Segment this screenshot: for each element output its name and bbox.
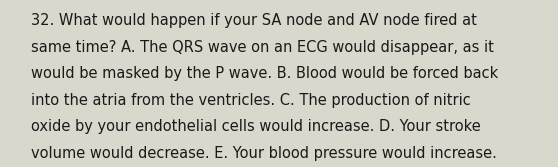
Text: volume would decrease. E. Your blood pressure would increase.: volume would decrease. E. Your blood pre… <box>31 146 497 161</box>
Text: same time? A. The QRS wave on an ECG would disappear, as it: same time? A. The QRS wave on an ECG wou… <box>31 40 494 55</box>
Text: 32. What would happen if your SA node and AV node fired at: 32. What would happen if your SA node an… <box>31 13 477 28</box>
Text: would be masked by the P wave. B. Blood would be forced back: would be masked by the P wave. B. Blood … <box>31 66 498 81</box>
Text: into the atria from the ventricles. C. The production of nitric: into the atria from the ventricles. C. T… <box>31 93 470 108</box>
Text: oxide by your endothelial cells would increase. D. Your stroke: oxide by your endothelial cells would in… <box>31 119 480 134</box>
